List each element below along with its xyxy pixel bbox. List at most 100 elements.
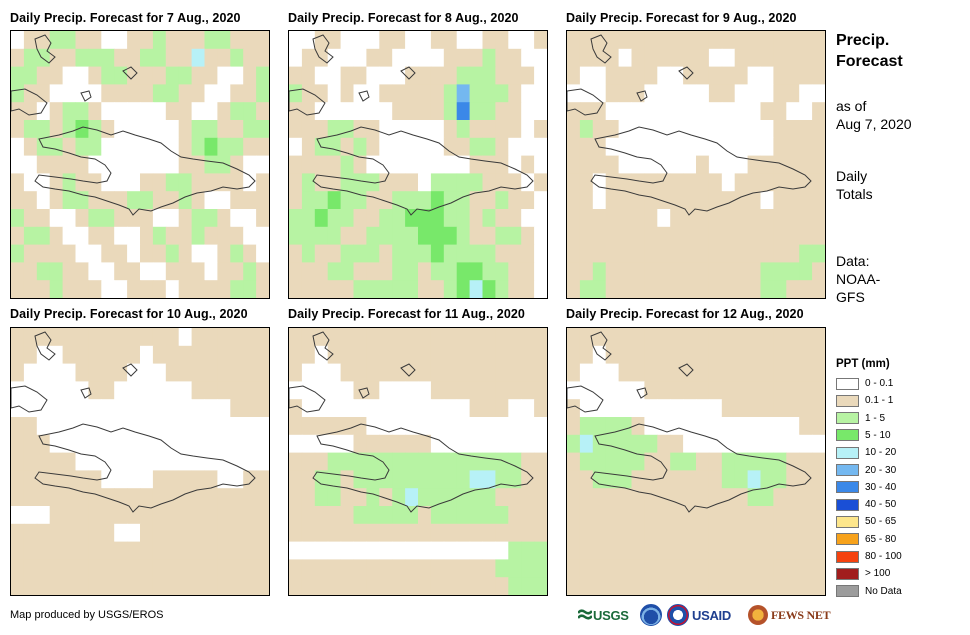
precip-cell bbox=[760, 399, 774, 418]
precip-cell bbox=[670, 381, 684, 400]
precip-cell bbox=[243, 399, 257, 418]
precip-cell bbox=[204, 452, 218, 471]
precip-cell bbox=[36, 31, 51, 50]
legend-item: 5 - 10 bbox=[836, 429, 891, 442]
precip-cell bbox=[696, 381, 710, 400]
precip-cell bbox=[734, 577, 749, 595]
precip-cell bbox=[418, 363, 432, 382]
precip-cell bbox=[178, 84, 193, 103]
precip-cell bbox=[631, 102, 645, 121]
precip-cell bbox=[127, 31, 141, 50]
precip-cell bbox=[178, 280, 193, 298]
precip-cell bbox=[786, 155, 800, 174]
precip-cell bbox=[62, 434, 76, 454]
precip-cell bbox=[327, 262, 342, 281]
precip-cell bbox=[301, 577, 316, 595]
precip-cell bbox=[670, 328, 684, 347]
precip-cell bbox=[592, 226, 607, 246]
precip-cell bbox=[747, 328, 761, 347]
precip-cell bbox=[631, 48, 645, 68]
precip-cell bbox=[618, 541, 632, 560]
precip-cell bbox=[379, 120, 393, 139]
precip-cell bbox=[217, 84, 231, 103]
precip-cell bbox=[644, 226, 658, 246]
precip-cell bbox=[392, 577, 406, 595]
precip-cell bbox=[353, 506, 367, 525]
precip-cell bbox=[443, 328, 458, 347]
precip-cell bbox=[49, 262, 64, 281]
precip-cell bbox=[430, 417, 445, 436]
precip-cell bbox=[747, 84, 761, 103]
precip-cell bbox=[567, 191, 581, 210]
precip-cell bbox=[366, 434, 380, 454]
panel-title-aug-8: Daily Precip. Forecast for 8 Aug., 2020 bbox=[288, 11, 519, 25]
precip-cell bbox=[579, 66, 594, 85]
precip-cell bbox=[379, 155, 393, 174]
precip-cell bbox=[618, 328, 632, 347]
precip-cell bbox=[256, 523, 269, 543]
precip-cell bbox=[327, 191, 342, 210]
precip-cell bbox=[353, 417, 367, 436]
precip-cell bbox=[443, 417, 458, 436]
precip-cell bbox=[49, 363, 64, 382]
precip-cell bbox=[734, 155, 749, 174]
precip-cell bbox=[191, 262, 205, 281]
precip-cell bbox=[521, 488, 535, 507]
precip-cell bbox=[443, 523, 458, 543]
legend-swatch bbox=[836, 515, 859, 528]
precip-cell bbox=[178, 120, 193, 139]
precip-cell bbox=[314, 523, 329, 543]
precip-cell bbox=[256, 452, 269, 471]
precip-cell bbox=[340, 31, 354, 50]
precip-cell bbox=[23, 399, 38, 418]
precip-cell bbox=[469, 523, 483, 543]
precip-cell bbox=[75, 31, 89, 50]
precip-cell bbox=[11, 470, 25, 489]
precip-cell bbox=[379, 434, 393, 454]
precip-cell bbox=[353, 328, 367, 347]
precip-cell bbox=[508, 381, 522, 400]
precip-cell bbox=[469, 363, 483, 382]
precip-cell bbox=[101, 470, 115, 489]
precip-cell bbox=[708, 262, 723, 281]
precip-cell bbox=[508, 120, 522, 139]
precip-cell bbox=[734, 328, 749, 347]
precip-cell bbox=[631, 66, 645, 85]
precip-cell bbox=[62, 102, 76, 121]
precip-cell bbox=[301, 452, 316, 471]
precip-cell bbox=[88, 226, 102, 246]
precip-cell bbox=[443, 577, 458, 595]
precip-cell bbox=[760, 84, 774, 103]
precip-cell bbox=[773, 191, 787, 210]
precip-cell bbox=[734, 559, 749, 578]
precip-cell bbox=[469, 102, 483, 121]
precip-cell bbox=[721, 541, 736, 560]
precip-raster-map bbox=[289, 328, 547, 595]
precip-cell bbox=[327, 381, 342, 400]
precip-cell bbox=[456, 345, 471, 365]
precip-cell bbox=[165, 488, 180, 507]
precip-cell bbox=[760, 173, 774, 192]
precip-cell bbox=[178, 155, 193, 174]
precip-cell bbox=[812, 523, 825, 543]
precip-cell bbox=[799, 31, 813, 50]
precip-cell bbox=[178, 488, 193, 507]
precip-cell bbox=[495, 452, 509, 471]
precip-cell bbox=[353, 31, 367, 50]
precip-cell bbox=[683, 84, 697, 103]
precip-cell bbox=[567, 280, 581, 298]
precip-cell bbox=[773, 102, 787, 121]
precip-cell bbox=[786, 280, 800, 298]
precip-cell bbox=[708, 345, 723, 365]
precip-cell bbox=[482, 173, 496, 192]
precip-cell bbox=[301, 137, 316, 157]
precip-cell bbox=[534, 84, 547, 103]
precip-cell bbox=[456, 191, 471, 210]
precip-cell bbox=[327, 120, 342, 139]
precip-cell bbox=[631, 262, 645, 281]
precip-cell bbox=[443, 137, 458, 157]
precip-cell bbox=[812, 244, 825, 263]
precip-cell bbox=[49, 280, 64, 298]
coastline-outline bbox=[590, 423, 812, 513]
precip-cell bbox=[217, 262, 231, 281]
